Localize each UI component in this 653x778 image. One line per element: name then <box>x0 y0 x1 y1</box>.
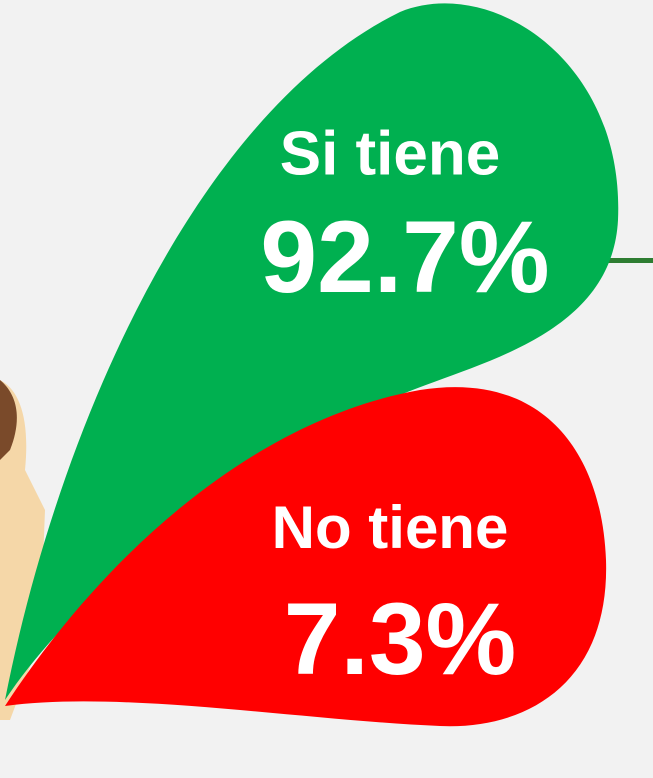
value-label: 92.7% <box>260 200 549 314</box>
drop-shape <box>5 3 619 701</box>
value-label: 7.3% <box>284 582 517 696</box>
figure-hair <box>0 380 17 460</box>
drop-shape <box>5 387 607 727</box>
category-label: Si tiene <box>280 119 501 188</box>
dash-decoration <box>600 258 653 263</box>
category-label: No tiene <box>272 494 509 561</box>
